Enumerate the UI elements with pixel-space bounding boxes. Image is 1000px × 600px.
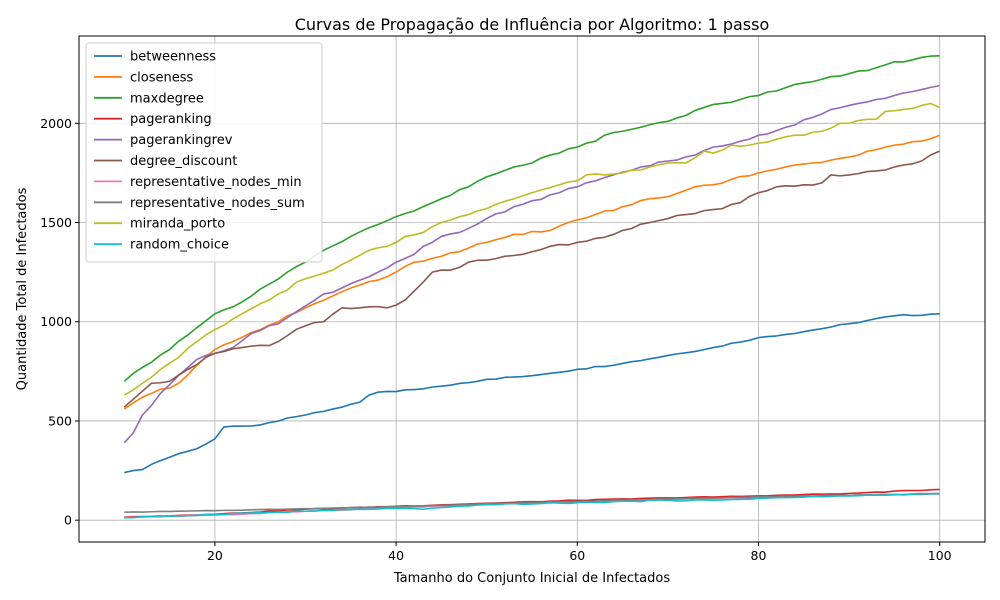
series-line-pagerankingrev — [123, 84, 940, 444]
legend-label: pageranking — [130, 112, 212, 127]
y-tick-label: 0 — [64, 513, 72, 528]
legend-label: random_choice — [130, 238, 229, 253]
plot-frame — [78, 35, 986, 543]
legend: betweenness closeness maxdegree pageranking… — [85, 42, 323, 263]
x-axis-label: Tamanho do Conjunto Inicial de Infectado… — [393, 571, 670, 586]
legend-box — [85, 42, 323, 263]
x-tick-label: 80 — [751, 548, 767, 563]
series-lines — [123, 55, 941, 519]
x-tick-label: 40 — [388, 548, 404, 563]
x-tick-label: 60 — [569, 548, 585, 563]
y-tick-label: 1500 — [40, 215, 72, 230]
legend-label: representative_nodes_sum — [130, 196, 305, 211]
legend-label: betweenness — [130, 50, 216, 65]
series-line-maxdegree — [123, 55, 940, 382]
legend-label: degree_discount — [130, 154, 237, 169]
series-line-representative_nodes_sum — [124, 493, 940, 514]
y-axis-label: Quantidade Total de Infectados — [15, 187, 30, 390]
y-tick-label: 1000 — [40, 314, 72, 329]
legend-label: pagerankingrev — [130, 133, 233, 148]
series-line-betweenness — [124, 313, 940, 474]
series-line-degree_discount — [123, 150, 941, 408]
series-line-miranda_porto — [123, 102, 941, 396]
grid-lines — [79, 36, 985, 542]
y-tick-label: 500 — [48, 413, 72, 428]
x-tick-label: 100 — [928, 548, 952, 563]
legend-label: closeness — [130, 70, 193, 85]
legend-label: representative_nodes_min — [130, 175, 302, 190]
series-line-random_choice — [124, 492, 940, 519]
x-tick-label: 20 — [207, 548, 223, 563]
legend-label: maxdegree — [130, 91, 204, 106]
chart-title: Curvas de Propagação de Influência por A… — [295, 15, 770, 34]
legend-label: miranda_porto — [130, 217, 225, 232]
y-tick-label: 2000 — [40, 116, 72, 131]
